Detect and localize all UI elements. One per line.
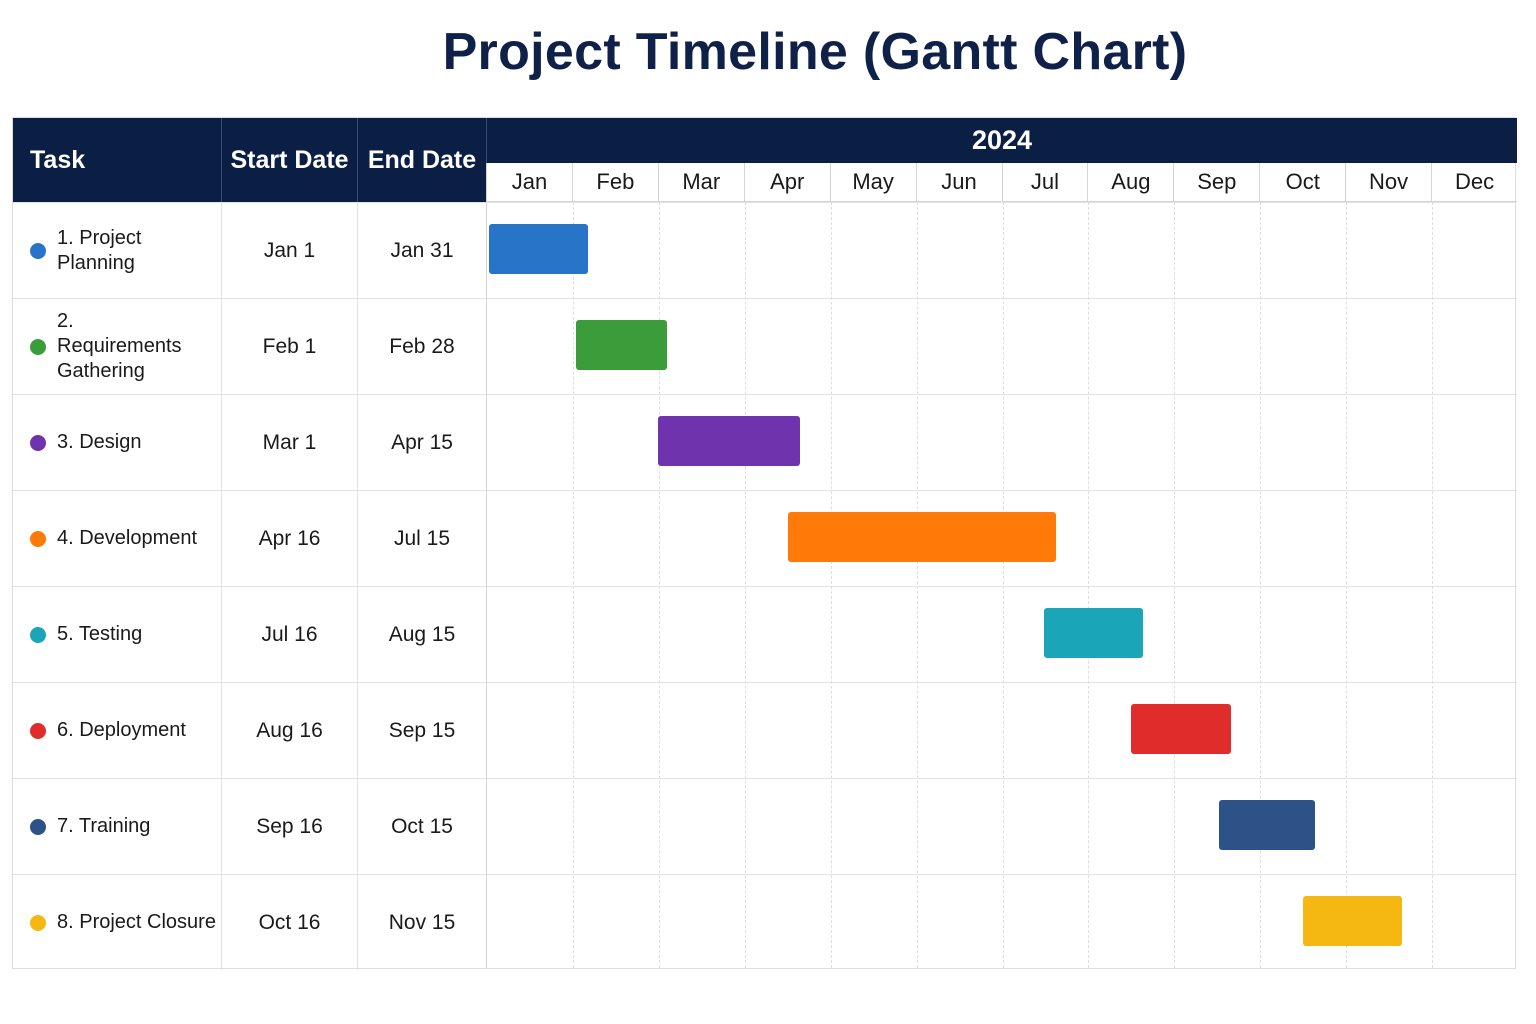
start-date-cell: Jan 1 [221, 203, 357, 298]
month-label-dec: Dec [1431, 163, 1517, 202]
task-color-dot-icon [30, 626, 46, 643]
row-gridline [487, 778, 1517, 779]
month-label-oct: Oct [1259, 163, 1346, 202]
gantt-bar [1131, 704, 1231, 754]
month-gridline [916, 202, 918, 968]
month-label-apr: Apr [743, 163, 830, 202]
task-color-dot-icon [30, 338, 46, 355]
task-cell: 6. Deployment [13, 683, 221, 778]
row-gridline [487, 490, 1517, 491]
task-name: 3. Design [57, 431, 142, 453]
task-name: 2. Requirements Gathering [57, 310, 182, 382]
start-date-cell: Feb 1 [221, 299, 357, 394]
task-color-dot-icon [30, 914, 46, 931]
task-color-dot-icon [30, 434, 46, 451]
task-color-dot-icon [30, 722, 46, 739]
end-date-cell: Apr 15 [357, 395, 486, 490]
task-color-dot-icon [30, 242, 46, 259]
end-date-cell: Jul 15 [357, 491, 486, 586]
row-gridline [487, 682, 1517, 683]
month-gridline [1088, 202, 1090, 968]
task-cell: 8. Project Closure [13, 875, 221, 970]
table-row: 1. Project Planning Jan 1 Jan 31 [13, 202, 1515, 298]
header-task: Task [13, 118, 221, 202]
month-gridline [572, 202, 574, 968]
header-start-date: Start Date [221, 118, 357, 202]
end-date-cell: Aug 15 [357, 587, 486, 682]
start-date-cell: Mar 1 [221, 395, 357, 490]
task-name: 7. Training [57, 815, 151, 837]
task-cell: 7. Training [13, 779, 221, 874]
month-label-jun: Jun [915, 163, 1002, 202]
task-name: 4. Development [57, 527, 198, 549]
month-label-jul: Jul [1001, 163, 1088, 202]
header-end-date: End Date [357, 118, 486, 202]
month-gridline [1432, 202, 1434, 968]
end-date-cell: Nov 15 [357, 875, 486, 970]
row-gridline [487, 586, 1517, 587]
month-gridline [658, 202, 660, 968]
month-gridline [1002, 202, 1004, 968]
task-name: 5. Testing [57, 623, 143, 645]
month-label-may: May [829, 163, 916, 202]
gantt-chart: Task Start Date End Date 2024 Jan Feb Mar A… [12, 117, 1517, 970]
gantt-bar [787, 512, 1056, 562]
start-date-cell: Oct 16 [221, 875, 357, 970]
row-gridline [487, 298, 1517, 299]
end-date-cell: Sep 15 [357, 683, 486, 778]
end-date-cell: Feb 28 [357, 299, 486, 394]
gantt-bar [1218, 800, 1316, 850]
task-color-dot-icon [30, 530, 46, 547]
gantt-bar [576, 320, 668, 370]
row-gridline [487, 874, 1517, 875]
task-cell: 3. Design [13, 395, 221, 490]
start-date-cell: Apr 16 [221, 491, 357, 586]
start-date-cell: Aug 16 [221, 683, 357, 778]
end-date-cell: Jan 31 [357, 203, 486, 298]
month-label-aug: Aug [1087, 163, 1174, 202]
task-cell: 1. Project Planning [13, 203, 221, 298]
row-gridline [487, 394, 1517, 395]
gantt-bar [1043, 608, 1144, 658]
month-gridline [1346, 202, 1348, 968]
month-label-jan: Jan [486, 163, 572, 202]
month-label-nov: Nov [1345, 163, 1432, 202]
task-name: 1. Project Planning [57, 226, 142, 274]
month-gridline [830, 202, 832, 968]
task-cell: 5. Testing [13, 587, 221, 682]
task-cell: 2. Requirements Gathering [13, 299, 221, 394]
timeline-area [486, 202, 1517, 968]
month-label-feb: Feb [571, 163, 658, 202]
month-gridline [1174, 202, 1176, 968]
month-gridline [744, 202, 746, 968]
task-name: 8. Project Closure [57, 911, 216, 933]
page-title: Project Timeline (Gantt Chart) [442, 23, 1188, 81]
end-date-cell: Oct 15 [357, 779, 486, 874]
gantt-bar [1303, 896, 1403, 946]
task-name: 6. Deployment [57, 719, 186, 741]
header-year: 2024 [486, 118, 1517, 163]
start-date-cell: Jul 16 [221, 587, 357, 682]
gantt-bar [489, 224, 589, 274]
month-label-sep: Sep [1173, 163, 1260, 202]
task-cell: 4. Development [13, 491, 221, 586]
month-label-mar: Mar [657, 163, 744, 202]
task-color-dot-icon [30, 818, 46, 835]
gantt-bar [658, 416, 800, 466]
month-gridline [1260, 202, 1262, 968]
start-date-cell: Sep 16 [221, 779, 357, 874]
